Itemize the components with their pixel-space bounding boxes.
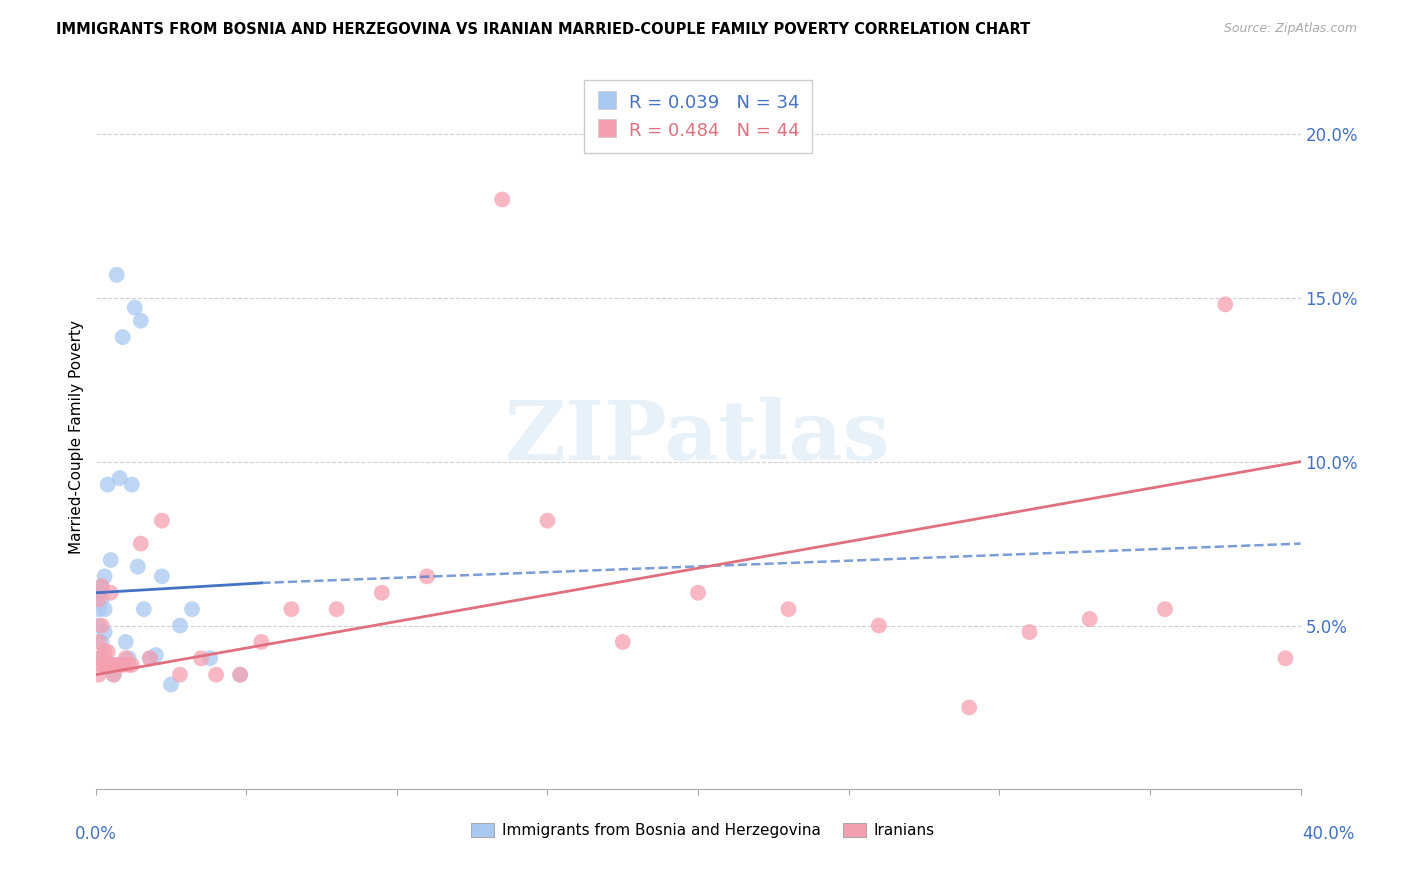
Point <box>105 268 128 282</box>
Point <box>100 657 122 672</box>
Point <box>97 645 120 659</box>
Point <box>371 586 394 600</box>
Point <box>90 579 112 593</box>
Point <box>686 586 709 600</box>
Legend: R = 0.039   N = 34, R = 0.484   N = 44: R = 0.039 N = 34, R = 0.484 N = 44 <box>583 79 813 153</box>
Point <box>100 657 122 672</box>
Point <box>87 618 110 632</box>
Point <box>93 657 115 672</box>
Point <box>90 592 112 607</box>
Text: ZIPatlas: ZIPatlas <box>505 397 891 477</box>
Point <box>205 667 228 681</box>
Legend: Immigrants from Bosnia and Herzegovina, Iranians: Immigrants from Bosnia and Herzegovina, … <box>465 817 941 844</box>
Point <box>139 651 162 665</box>
Point <box>139 651 162 665</box>
Point <box>491 193 513 207</box>
Point <box>93 625 115 640</box>
Point <box>90 651 112 665</box>
Point <box>150 514 173 528</box>
Point <box>1078 612 1101 626</box>
Point <box>145 648 167 662</box>
Point <box>97 657 120 672</box>
Point <box>103 667 125 681</box>
Point <box>93 602 115 616</box>
Point <box>536 514 558 528</box>
Text: 40.0%: 40.0% <box>1302 825 1355 843</box>
Point <box>103 657 125 672</box>
Point <box>90 579 112 593</box>
Point <box>100 586 122 600</box>
Point <box>87 635 110 649</box>
Point <box>121 477 143 491</box>
Point <box>957 700 980 714</box>
Point <box>1018 625 1040 640</box>
Point <box>118 651 141 665</box>
Point <box>198 651 221 665</box>
Text: 0.0%: 0.0% <box>75 825 117 843</box>
Point <box>612 635 634 649</box>
Point <box>280 602 302 616</box>
Point <box>93 569 115 583</box>
Text: Source: ZipAtlas.com: Source: ZipAtlas.com <box>1223 22 1357 36</box>
Point <box>416 569 439 583</box>
Point <box>169 618 191 632</box>
Point <box>325 602 347 616</box>
Point <box>87 586 110 600</box>
Point <box>114 651 136 665</box>
Point <box>1154 602 1177 616</box>
Point <box>100 553 122 567</box>
Point <box>778 602 800 616</box>
Point <box>181 602 204 616</box>
Point <box>124 301 146 315</box>
Point <box>97 477 120 491</box>
Point <box>229 667 252 681</box>
Point <box>250 635 273 649</box>
Point <box>868 618 890 632</box>
Point <box>129 536 152 550</box>
Point <box>1213 297 1236 311</box>
Point <box>1274 651 1296 665</box>
Point <box>190 651 212 665</box>
Point <box>169 667 191 681</box>
Point <box>129 314 152 328</box>
Point <box>90 618 112 632</box>
Point <box>87 592 110 607</box>
Point <box>87 602 110 616</box>
Point <box>127 559 149 574</box>
Point <box>93 645 115 659</box>
Y-axis label: Married-Couple Family Poverty: Married-Couple Family Poverty <box>69 320 84 554</box>
Point <box>111 330 134 344</box>
Point <box>118 657 141 672</box>
Point <box>121 657 143 672</box>
Point <box>105 657 128 672</box>
Point <box>103 667 125 681</box>
Point <box>90 657 112 672</box>
Point <box>150 569 173 583</box>
Point <box>132 602 155 616</box>
Point <box>90 635 112 649</box>
Text: IMMIGRANTS FROM BOSNIA AND HERZEGOVINA VS IRANIAN MARRIED-COUPLE FAMILY POVERTY : IMMIGRANTS FROM BOSNIA AND HERZEGOVINA V… <box>56 22 1031 37</box>
Point <box>97 657 120 672</box>
Point <box>108 471 131 485</box>
Point <box>108 657 131 672</box>
Point <box>229 667 252 681</box>
Point <box>87 667 110 681</box>
Point <box>111 657 134 672</box>
Point <box>114 635 136 649</box>
Point <box>87 651 110 665</box>
Point <box>160 677 183 691</box>
